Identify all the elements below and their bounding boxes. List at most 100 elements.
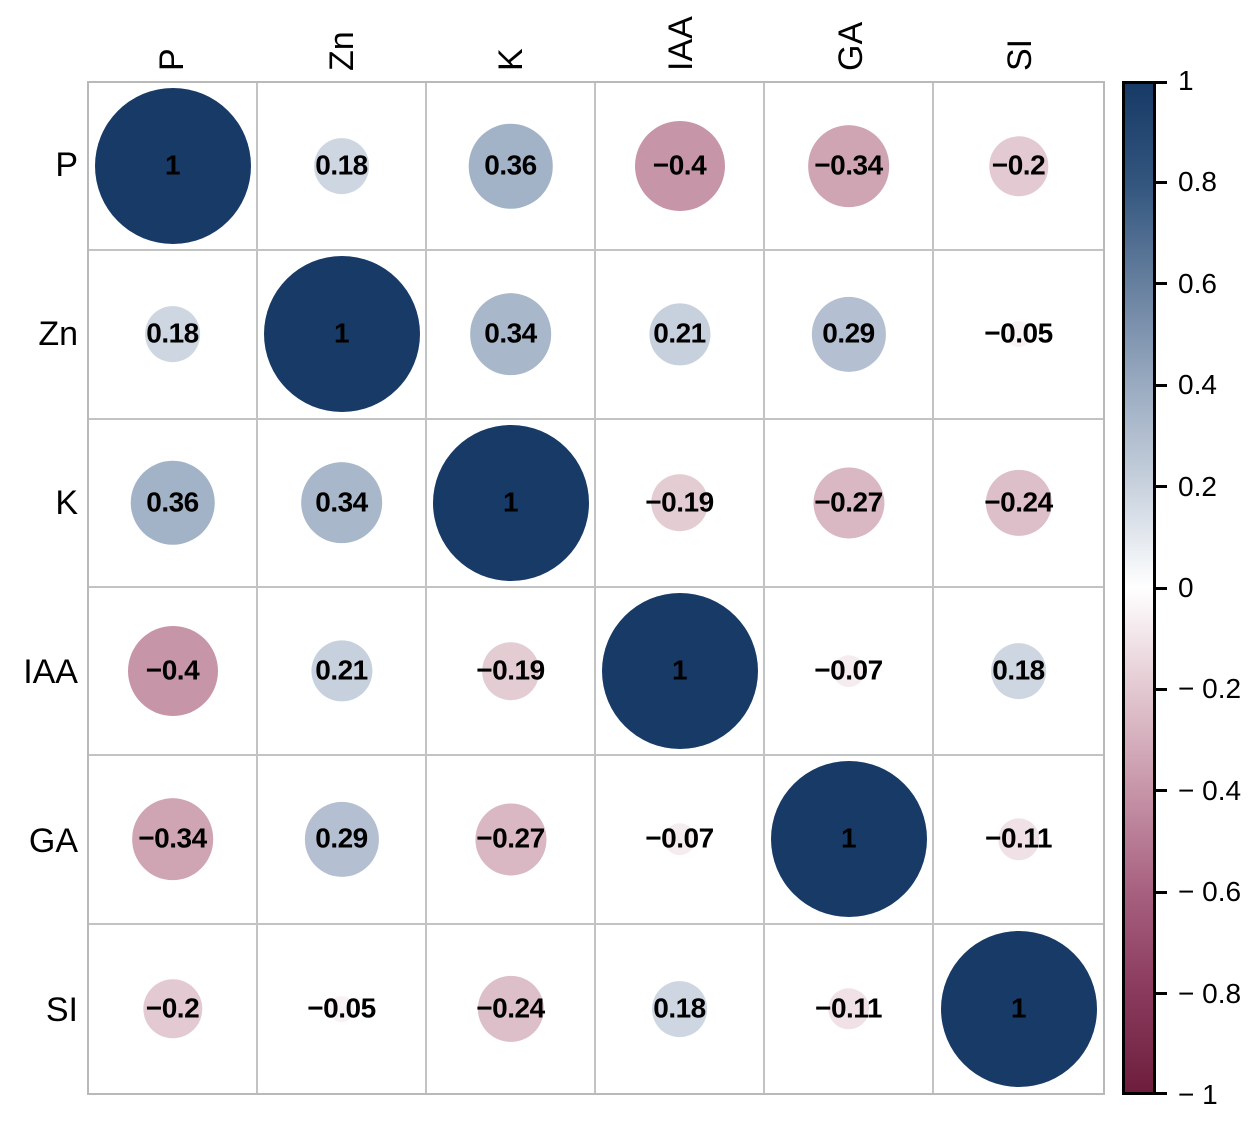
cell-si-ga: −0.11 — [765, 924, 934, 1093]
correlation-value: −0.05 — [984, 317, 1053, 349]
correlation-value: −0.07 — [814, 654, 883, 686]
cell-ga-iaa: −0.07 — [596, 756, 765, 925]
correlation-circle — [474, 803, 547, 876]
correlation-value: 0.34 — [315, 486, 368, 518]
colorbar-tick — [1156, 687, 1167, 691]
correlation-value: 0.18 — [992, 654, 1045, 686]
cell-ga-ga: 1 — [765, 756, 934, 925]
col-label-zn: Zn — [322, 31, 361, 71]
colorbar-tick — [1156, 789, 1167, 793]
correlation-value: 0.18 — [315, 149, 368, 181]
correlation-value: 0.34 — [484, 317, 537, 349]
col-label-ga: GA — [831, 21, 870, 71]
cell-iaa-p: −0.4 — [89, 587, 258, 757]
colorbar-tick — [1156, 586, 1167, 590]
cell-ga-p: −0.34 — [89, 756, 258, 925]
correlation-circle — [988, 136, 1049, 196]
correlation-value: −0.19 — [476, 654, 545, 686]
cell-p-p: 1 — [89, 83, 258, 252]
correlation-value: −0.2 — [991, 149, 1046, 181]
cell-k-ga: −0.27 — [765, 419, 934, 588]
col-label-k: K — [492, 48, 531, 71]
correlation-circle — [601, 593, 758, 750]
colorbar: 1 0.8 0.6 0.4 0.2 0 − 0.2 − 0.4 − 0.6 − 0.8 − 1 — [1122, 65, 1250, 1110]
row-label-zn: Zn — [38, 315, 78, 353]
correlation-circle — [832, 655, 865, 687]
cell-iaa-zn: 0.21 — [258, 587, 427, 757]
correlation-value: 0.29 — [822, 317, 875, 349]
correlation-circle — [304, 802, 379, 877]
cell-zn-ga: 0.29 — [765, 251, 934, 420]
correlation-value: 0.29 — [315, 822, 368, 854]
correlation-circle — [144, 306, 201, 363]
correlation-circle — [127, 626, 218, 717]
correlation-circle — [940, 930, 1097, 1087]
correlation-value: −0.24 — [984, 486, 1053, 518]
cell-iaa-k: −0.19 — [427, 587, 596, 757]
correlation-value: 1 — [502, 486, 519, 518]
col-label-p: P — [152, 48, 191, 71]
correlation-circle — [481, 642, 540, 700]
colorbar-tick — [1156, 180, 1167, 184]
cell-ga-si: −0.11 — [934, 756, 1103, 925]
colorbar-tick — [1156, 890, 1167, 894]
correlation-value: −0.11 — [815, 992, 882, 1024]
correlation-value: 0.36 — [484, 149, 537, 181]
correlation-circle — [310, 640, 373, 702]
colorbar-tick-label: − 0.8 — [1178, 977, 1242, 1009]
cell-si-p: −0.2 — [89, 924, 258, 1093]
correlation-value: 1 — [671, 654, 688, 686]
correlation-circle — [985, 469, 1052, 536]
cell-k-si: −0.24 — [934, 420, 1103, 588]
colorbar-tick-label: 1 — [1178, 65, 1194, 96]
cell-zn-si: −0.05 — [934, 251, 1103, 420]
colorbar-tick — [1156, 282, 1167, 286]
cell-zn-iaa: 0.21 — [596, 251, 765, 420]
correlation-circle — [997, 818, 1040, 861]
cell-si-iaa: 0.18 — [596, 924, 765, 1093]
cell-si-zn: −0.05 — [258, 924, 427, 1093]
colorbar-tick-label: 0.8 — [1178, 166, 1217, 198]
cell-si-k: −0.24 — [427, 924, 596, 1093]
correlation-circle — [477, 975, 544, 1042]
colorbar-gradient — [1122, 81, 1156, 1095]
correlation-value: −0.34 — [138, 822, 207, 854]
correlation-circle — [432, 424, 589, 581]
correlation-value: −0.24 — [476, 992, 545, 1024]
correlation-value: −0.11 — [985, 822, 1052, 854]
correlation-value: 0.21 — [653, 317, 706, 349]
correlation-circle — [634, 121, 725, 212]
correlation-circle — [990, 643, 1047, 700]
correlation-value: −0.07 — [645, 822, 714, 854]
colorbar-tick-label: − 1 — [1178, 1079, 1218, 1110]
correlation-value: 0.36 — [146, 486, 199, 518]
cell-p-si: −0.2 — [934, 83, 1103, 252]
correlation-circle — [313, 138, 370, 195]
cell-ga-zn: 0.29 — [258, 756, 427, 925]
colorbar-tick — [1156, 1092, 1167, 1095]
correlation-value: −0.4 — [145, 654, 200, 686]
cell-k-iaa: −0.19 — [596, 419, 765, 588]
col-label-iaa: IAA — [661, 16, 700, 71]
cell-p-zn: 0.18 — [258, 83, 427, 252]
correlation-circle — [131, 798, 214, 881]
colorbar-tick-label: 0 — [1178, 572, 1194, 603]
correlation-value: −0.27 — [814, 486, 883, 518]
correlation-value: −0.34 — [814, 149, 883, 181]
colorbar-tick-label: − 0.2 — [1178, 673, 1242, 705]
correlation-circle — [263, 256, 420, 413]
correlation-value: 1 — [164, 149, 181, 181]
cell-k-p: 0.36 — [89, 419, 258, 588]
correlation-circle — [812, 467, 885, 539]
correlation-value: 1 — [840, 822, 857, 854]
correlation-circle — [651, 980, 708, 1037]
correlation-value: −0.2 — [145, 992, 200, 1024]
correlation-circle — [1005, 321, 1032, 348]
cell-ga-k: −0.27 — [427, 756, 596, 925]
matrix-grid: 1 0.18 0.36 −0.4 −0.34 −0.2 0.18 1 0.34 0.21 0.29 −… — [87, 81, 1105, 1095]
colorbar-tick-label: 0.2 — [1178, 470, 1217, 502]
colorbar-tick — [1156, 485, 1167, 489]
cell-zn-zn: 1 — [258, 251, 427, 420]
row-label-ga: GA — [28, 822, 78, 860]
